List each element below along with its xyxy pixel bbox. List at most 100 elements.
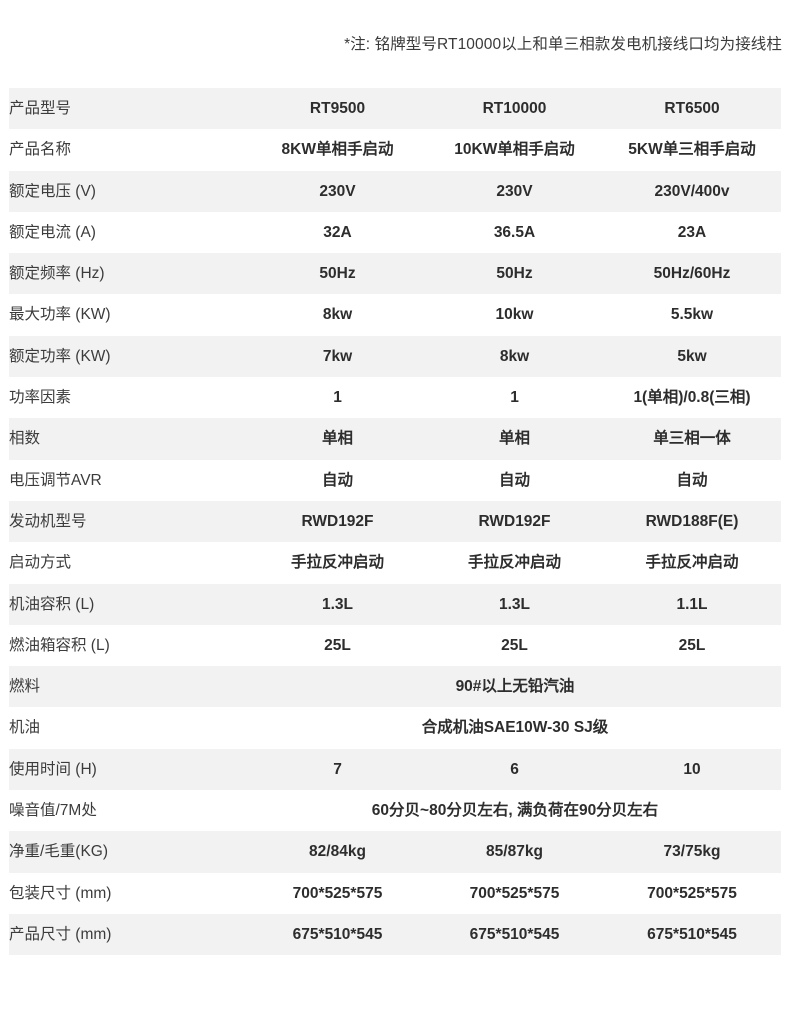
spec-value-cell: 50Hz/60Hz bbox=[653, 265, 731, 283]
table-row: 使用时间 (H) 7 6 10 bbox=[9, 748, 781, 791]
spec-value-cell: 8kw bbox=[499, 347, 530, 365]
spec-value-cell: 7 bbox=[333, 760, 342, 778]
spec-value-cell-merged: 60分贝~80分贝左右, 满负荷在90分贝左右 bbox=[371, 802, 659, 819]
table-row: 额定电压 (V) 230V 230V 230V/400v bbox=[9, 170, 781, 212]
spec-value-cell: 7kw bbox=[322, 347, 353, 365]
spec-value-cell: 700*525*575 bbox=[647, 884, 737, 902]
spec-value-cell: 85/87kg bbox=[486, 843, 543, 861]
spec-table-body: 产品型号 RT9500 RT10000 RT6500 产品名称 8KW单相手启动 10KW单… bbox=[9, 88, 781, 956]
spec-label-cell: 启动方式 bbox=[9, 554, 72, 572]
spec-value-cell: 230V/400v bbox=[654, 182, 730, 200]
spec-value-cell: 1.3L bbox=[498, 595, 530, 613]
spec-label-cell: 电压调节AVR bbox=[9, 471, 102, 489]
spec-value-cell-merged: 合成机油SAE10W-30 SJ级 bbox=[421, 719, 609, 737]
spec-value-cell: RWD192F bbox=[478, 512, 551, 530]
table-row: 相数 单相 单相 单三相一体 bbox=[9, 418, 781, 460]
spec-value-cell: 675*510*545 bbox=[292, 925, 383, 943]
table-row: 发动机型号 RWD192F RWD192F RWD188F(E) bbox=[9, 500, 781, 543]
spec-label-cell: 包装尺寸 (mm) bbox=[9, 884, 112, 902]
table-row: 最大功率 (KW) 8kw 10kw 5.5kw bbox=[9, 294, 781, 336]
table-row: 净重/毛重(KG) 82/84kg 85/87kg 73/75kg bbox=[9, 831, 781, 873]
spec-value-cell: 自动 bbox=[498, 471, 530, 489]
spec-value-cell: 自动 bbox=[676, 471, 708, 489]
spec-label-cell: 净重/毛重(KG) bbox=[9, 843, 109, 861]
spec-value-cell: 230V bbox=[496, 182, 533, 200]
spec-value-cell: RWD192F bbox=[301, 512, 374, 530]
table-row: 电压调节AVR 自动 自动 自动 bbox=[9, 459, 781, 501]
spec-value-cell: 25L bbox=[324, 636, 351, 654]
spec-value-cell: 1(单相)/0.8(三相) bbox=[633, 389, 751, 407]
spec-value-cell: 单相 bbox=[498, 430, 530, 448]
spec-value-cell: 25L bbox=[501, 636, 528, 654]
spec-value-cell: 700*525*575 bbox=[469, 884, 560, 902]
table-row: 机油 合成机油SAE10W-30 SJ级 bbox=[9, 707, 781, 749]
spec-value-cell: 6 bbox=[510, 760, 519, 778]
table-row: 噪音值/7M处 60分贝~80分贝左右, 满负荷在90分贝左右 bbox=[9, 790, 781, 832]
table-row: 机油容积 (L) 1.3L 1.3L 1.1L bbox=[9, 583, 781, 625]
spec-value-cell: RT9500 bbox=[309, 99, 366, 117]
spec-label-cell: 机油容积 (L) bbox=[9, 595, 95, 613]
spec-value-cell: 8KW单相手启动 bbox=[281, 141, 394, 159]
spec-value-cell: 50Hz bbox=[319, 265, 356, 283]
table-row: 启动方式 手拉反冲启动 手拉反冲启动 手拉反冲启动 bbox=[9, 542, 781, 584]
spec-value-cell: 5.5kw bbox=[670, 306, 714, 324]
spec-label-cell: 机油 bbox=[9, 719, 41, 737]
spec-value-cell: 单相 bbox=[321, 430, 353, 448]
spec-value-cell: 5kw bbox=[677, 347, 707, 365]
spec-value-cell: 36.5A bbox=[493, 223, 536, 241]
spec-label-cell: 噪音值/7M处 bbox=[9, 802, 97, 819]
table-row: 产品尺寸 (mm) 675*510*545 675*510*545 675*510*5… bbox=[9, 913, 781, 956]
spec-label-cell: 使用时间 (H) bbox=[9, 760, 97, 778]
spec-value-cell: 10KW单相手启动 bbox=[454, 141, 575, 159]
spec-value-cell-merged: 90#以上无铅汽油 bbox=[455, 678, 575, 696]
spec-value-cell: 25L bbox=[678, 636, 706, 654]
spec-value-cell: 675*510*545 bbox=[469, 925, 560, 943]
spec-value-cell: 1 bbox=[333, 389, 342, 407]
table-row: 包装尺寸 (mm) 700*525*575 700*525*575 700*525*5… bbox=[9, 872, 781, 914]
table-row: 功率因素 1 1 1(单相)/0.8(三相) bbox=[9, 377, 781, 419]
spec-value-cell: 700*525*575 bbox=[292, 884, 383, 902]
spec-value-cell: 32A bbox=[323, 223, 352, 241]
spec-value-cell: 10 bbox=[683, 760, 701, 778]
spec-label-cell: 功率因素 bbox=[9, 389, 72, 407]
spec-value-cell: RT6500 bbox=[664, 99, 720, 117]
spec-value-cell: 自动 bbox=[321, 471, 353, 489]
spec-value-cell: 73/75kg bbox=[663, 843, 721, 861]
table-row: 额定频率 (Hz) 50Hz 50Hz 50Hz/60Hz bbox=[9, 253, 781, 295]
spec-label-cell: 额定电压 (V) bbox=[9, 182, 96, 200]
footnote-bar: *注: 铭牌型号RT10000以上和单三相款发电机接线口均为接线柱 bbox=[0, 0, 790, 85]
spec-label-cell: 相数 bbox=[9, 430, 41, 448]
spec-label-cell: 额定频率 (Hz) bbox=[9, 265, 105, 283]
page-bottom-spacer bbox=[0, 970, 790, 1012]
table-row: 燃油箱容积 (L) 25L 25L 25L bbox=[9, 624, 781, 667]
spec-value-cell: 手拉反冲启动 bbox=[467, 554, 561, 572]
spec-label-cell: 额定功率 (KW) bbox=[9, 347, 111, 365]
spec-label-cell: 额定电流 (A) bbox=[9, 223, 96, 241]
spec-label-cell: 燃油箱容积 (L) bbox=[9, 636, 110, 654]
spec-value-cell: 50Hz bbox=[496, 265, 533, 283]
spec-value-cell: 5KW单三相手启动 bbox=[628, 141, 756, 159]
specification-table: 产品型号 RT9500 RT10000 RT6500 产品名称 8KW单相手启动 10KW单… bbox=[9, 88, 781, 956]
table-row: 额定电流 (A) 32A 36.5A 23A bbox=[9, 211, 781, 254]
spec-label-cell: 燃料 bbox=[9, 678, 41, 696]
spec-value-cell: 单三相一体 bbox=[653, 430, 731, 448]
spec-value-cell: 1 bbox=[510, 389, 519, 407]
spec-value-cell: RT10000 bbox=[482, 99, 547, 117]
spec-label-cell: 产品尺寸 (mm) bbox=[9, 925, 112, 943]
table-row: 额定功率 (KW) 7kw 8kw 5kw bbox=[9, 335, 781, 378]
spec-label-cell: 发动机型号 bbox=[9, 512, 87, 530]
spec-value-cell: 82/84kg bbox=[309, 843, 366, 861]
table-row: 产品型号 RT9500 RT10000 RT6500 bbox=[9, 88, 781, 130]
spec-value-cell: 1.3L bbox=[321, 595, 353, 613]
spec-value-cell: 手拉反冲启动 bbox=[645, 554, 739, 572]
spec-label-cell: 最大功率 (KW) bbox=[9, 306, 111, 324]
spec-value-cell: 230V bbox=[319, 182, 356, 200]
spec-value-cell: 675*510*545 bbox=[647, 925, 737, 943]
table-row: 产品名称 8KW单相手启动 10KW单相手启动 5KW单三相手启动 bbox=[9, 129, 781, 171]
spec-value-cell: RWD188F(E) bbox=[645, 512, 739, 530]
spec-value-cell: 23A bbox=[677, 223, 707, 241]
table-row: 燃料 90#以上无铅汽油 bbox=[9, 666, 781, 708]
footnote-text: *注: 铭牌型号RT10000以上和单三相款发电机接线口均为接线柱 bbox=[344, 35, 782, 53]
spec-value-cell: 10kw bbox=[495, 306, 534, 324]
